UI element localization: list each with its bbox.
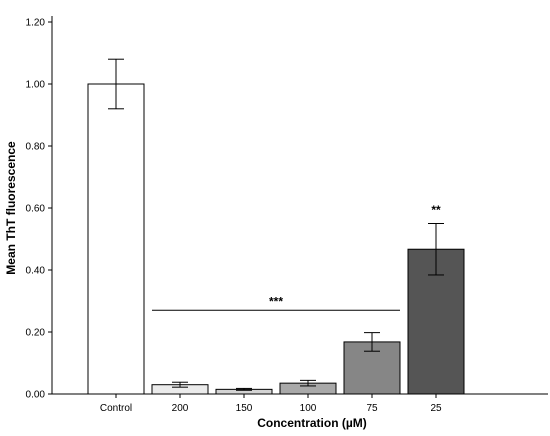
x-tick-label: 200: [172, 403, 189, 414]
y-axis: 0.00 0.20 0.40 0.60 0.80 1.00 1.20: [26, 16, 53, 401]
error-bar: [172, 381, 188, 388]
annotations: *****: [152, 203, 441, 311]
x-tick-label: 150: [236, 403, 253, 414]
y-tick-label: 0.00: [26, 390, 46, 401]
bars: [87, 83, 465, 395]
y-tick-label: 0.80: [26, 142, 46, 153]
y-tick-label: 0.40: [26, 266, 46, 277]
x-tick-label: Control: [100, 403, 132, 414]
error-bar: [428, 223, 444, 276]
x-axis-title: Concentration (µM): [257, 416, 367, 430]
bar-control: [87, 83, 145, 395]
error-bar: [108, 58, 124, 110]
y-tick-label: 0.60: [26, 204, 46, 215]
x-axis: Control 200 150 100 75 25: [52, 393, 548, 414]
error-bar: [300, 379, 316, 387]
significance-label: ***: [269, 294, 283, 308]
y-tick-label: 1.20: [26, 18, 46, 29]
x-tick-label: 75: [366, 403, 378, 414]
error-bars: [108, 58, 444, 391]
x-tick-label: 100: [300, 403, 317, 414]
error-bar: [236, 387, 252, 391]
y-tick-label: 0.20: [26, 328, 46, 339]
x-tick-label: 25: [430, 403, 442, 414]
y-axis-title: Mean ThT fluorescence: [4, 141, 18, 275]
significance-label: **: [431, 203, 441, 217]
y-tick-label: 1.00: [26, 80, 46, 91]
error-bar: [364, 332, 380, 352]
